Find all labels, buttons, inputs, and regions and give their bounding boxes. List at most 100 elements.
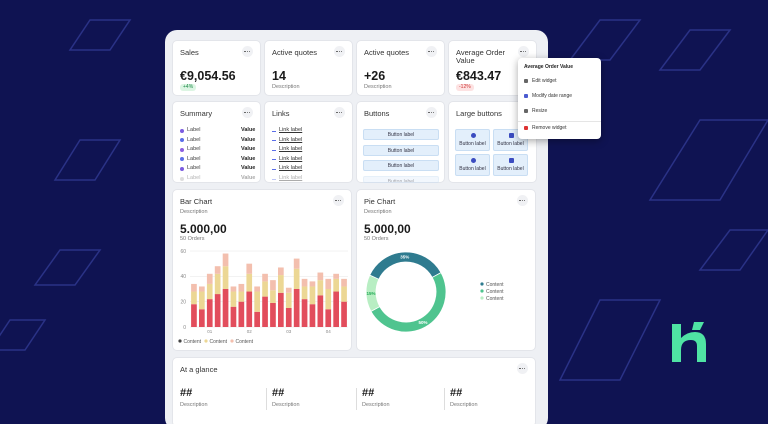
more-button[interactable] (334, 46, 345, 57)
glance-value: ## (180, 387, 193, 399)
link[interactable]: Link label (279, 155, 303, 162)
widget-title: Active quotes (364, 48, 410, 57)
menu-item[interactable]: Modify date range (518, 91, 601, 102)
row-label: Label (187, 127, 201, 133)
more-button[interactable] (242, 46, 253, 57)
bar (333, 273, 339, 279)
link[interactable]: Link label (279, 136, 303, 143)
more-button[interactable] (242, 107, 253, 118)
more-button[interactable] (333, 195, 344, 206)
large-button[interactable]: Button label (455, 129, 490, 151)
chart-subtitle: 50 Orders (180, 236, 205, 242)
bar (238, 283, 245, 292)
link-arrow (272, 130, 276, 132)
legend-swatch (480, 296, 484, 300)
button[interactable]: Button label (363, 144, 439, 156)
row-value: Value (241, 165, 256, 172)
more-dot (430, 51, 432, 53)
bar (325, 289, 332, 310)
link-arrow (272, 159, 276, 161)
more-button[interactable] (518, 46, 529, 57)
widget-title: Pie Chart (364, 197, 396, 206)
slice-label: 35% (400, 255, 409, 260)
pie-slice (370, 272, 447, 333)
menu-separator (518, 121, 601, 122)
bar (278, 267, 284, 276)
more-button[interactable] (517, 195, 528, 206)
link[interactable]: Link label (279, 165, 303, 172)
more-dot (433, 112, 435, 114)
divider (444, 388, 445, 410)
more-dot (340, 200, 342, 202)
more-dot (524, 200, 526, 202)
button-label: Button label (387, 178, 415, 183)
menu-item[interactable]: Resize (518, 106, 601, 117)
link[interactable]: Link label (279, 127, 303, 133)
pie-slice (365, 274, 381, 312)
row-icon (180, 157, 184, 162)
more-dot (428, 51, 430, 53)
menu-icon (524, 94, 528, 98)
bar (214, 266, 221, 274)
more-button[interactable] (426, 107, 437, 118)
widget-description: Description (272, 84, 300, 90)
button[interactable]: Button label (363, 129, 439, 140)
bar (325, 278, 332, 289)
bar (191, 291, 197, 305)
menu-item[interactable]: Remove widget (518, 123, 601, 134)
more-dot (335, 200, 337, 202)
legend-label: Content (486, 289, 504, 295)
more-button[interactable] (426, 46, 437, 57)
menu-item[interactable]: Edit widget (518, 76, 601, 87)
more-dot (246, 112, 248, 114)
bar (199, 291, 205, 310)
bar (309, 281, 316, 287)
large-button[interactable]: Button label (493, 154, 528, 176)
more-dot (433, 51, 435, 53)
divider (266, 388, 267, 410)
divider (356, 388, 357, 410)
button[interactable]: Button label (363, 160, 439, 171)
slice-label: 50% (418, 320, 427, 325)
legend-label: Content (210, 339, 228, 345)
menu-item-label: Modify date range (532, 93, 573, 99)
row-value: Value (241, 136, 256, 143)
glance-description: Description (180, 402, 208, 408)
bar (246, 273, 253, 292)
bar (238, 301, 245, 327)
large-button[interactable]: Button label (455, 154, 490, 176)
button[interactable]: Button label (363, 175, 439, 183)
more-dot (244, 112, 246, 114)
more-dot (338, 112, 340, 114)
more-button[interactable] (334, 107, 345, 118)
row-value: Value (241, 146, 256, 153)
more-dot (521, 200, 523, 202)
bar (317, 295, 324, 327)
link[interactable]: Link label (279, 146, 303, 153)
y-tick-label: 40 (180, 274, 186, 280)
bar (222, 253, 229, 267)
bar (206, 273, 213, 284)
more-dot (249, 51, 251, 53)
more-button[interactable] (517, 363, 528, 374)
row-icon (180, 166, 184, 171)
glance-description: Description (450, 402, 478, 408)
bar (254, 291, 260, 312)
menu-item-label: Remove widget (532, 125, 567, 131)
more-dot (336, 51, 338, 53)
bar (293, 289, 300, 327)
row-label: Label (187, 155, 201, 162)
row-label: Label (187, 136, 201, 143)
widget-title: Sales (180, 48, 199, 57)
bar (270, 280, 276, 291)
button-label: Button label (387, 132, 415, 138)
bar (293, 258, 300, 269)
bar (317, 272, 324, 281)
bar (222, 266, 229, 289)
bar (278, 275, 284, 293)
row-icon (180, 128, 184, 133)
widget-value: 14 (272, 69, 286, 83)
link[interactable]: Link label (279, 175, 303, 181)
bar (230, 306, 237, 327)
bar (285, 308, 292, 327)
